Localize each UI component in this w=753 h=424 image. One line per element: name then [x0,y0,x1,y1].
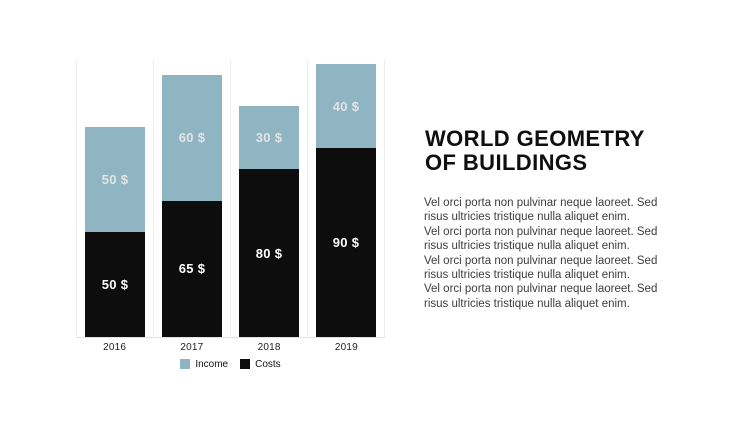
page-title-line-2: OF BUILDINGS [425,150,588,175]
x-axis-label-2018: 2018 [257,342,281,353]
bar-segment-income-2017: 60 $ [162,74,222,201]
body-text-line: risus ultricies tristique nulla aliquet … [424,269,630,282]
page-title-line-1: WORLD GEOMETRY [425,126,645,151]
body-text-line: risus ultricies tristique nulla aliquet … [424,211,630,224]
chart-column-2018: 30 $ 80 $ [231,60,308,337]
chart-legend: Income Costs [76,358,385,370]
body-text-line: risus ultricies tristique nulla aliquet … [424,297,630,310]
chart-column-2019: 40 $ 90 $ [308,60,385,337]
bar-segment-costs-2018: 80 $ [239,169,299,337]
legend-swatch-income [180,359,191,369]
x-axis-label-2017: 2017 [180,342,204,353]
bar-value-label: 50 $ [101,172,129,187]
bar-segment-income-2018: 30 $ [239,106,299,169]
stacked-bar-2019: 40 $ 90 $ [316,64,376,337]
body-text-line: Vel orci porta non pulvinar neque laoree… [424,197,658,209]
body-text-line: Vel orci porta non pulvinar neque laoree… [424,225,658,238]
stacked-bar-2016: 50 $ 50 $ [85,127,145,337]
bar-value-label: 80 $ [255,245,283,261]
bar-segment-income-2019: 40 $ [316,64,376,148]
body-text-line: risus ultricies tristique nulla aliquet … [424,240,630,253]
bar-value-label: 30 $ [255,130,283,145]
x-axis-label-2016: 2016 [103,342,127,353]
bar-value-label: 50 $ [101,277,129,292]
legend-label-costs: Costs [255,358,281,370]
legend-item-income: Income [180,359,228,370]
bar-value-label: 60 $ [178,130,206,145]
chart-column-2017: 60 $ 65 $ [154,60,231,337]
x-axis-label-2019: 2019 [334,342,358,353]
legend-item-costs: Costs [240,359,281,370]
bar-value-label: 40 $ [332,98,360,114]
chart-x-axis: 2016 2017 2018 2019 [76,342,385,354]
bar-segment-costs-2017: 65 $ [162,200,222,337]
bar-value-label: 90 $ [332,235,360,250]
bar-segment-costs-2019: 90 $ [316,148,376,337]
bar-value-label: 65 $ [178,261,206,277]
chart-plot-area: 50 $ 50 $ 60 $ 65 $ 30 $ 80 $ 40 $ 90 $ [76,60,385,338]
stacked-bar-2018: 30 $ 80 $ [239,106,299,337]
body-text: Vel orci porta non pulvinar neque laoree… [424,196,684,311]
stacked-bar-2017: 60 $ 65 $ [162,74,222,337]
chart-column-2016: 50 $ 50 $ [77,60,154,337]
bar-segment-costs-2016: 50 $ [85,232,145,337]
body-text-line: Vel orci porta non pulvinar neque laoree… [424,283,658,296]
legend-label-income: Income [195,358,229,370]
body-text-line: Vel orci porta non pulvinar neque laoree… [424,254,658,267]
page-title: WORLD GEOMETRY OF BUILDINGS [425,127,695,175]
legend-swatch-costs [240,359,251,369]
bar-segment-income-2016: 50 $ [85,127,145,232]
